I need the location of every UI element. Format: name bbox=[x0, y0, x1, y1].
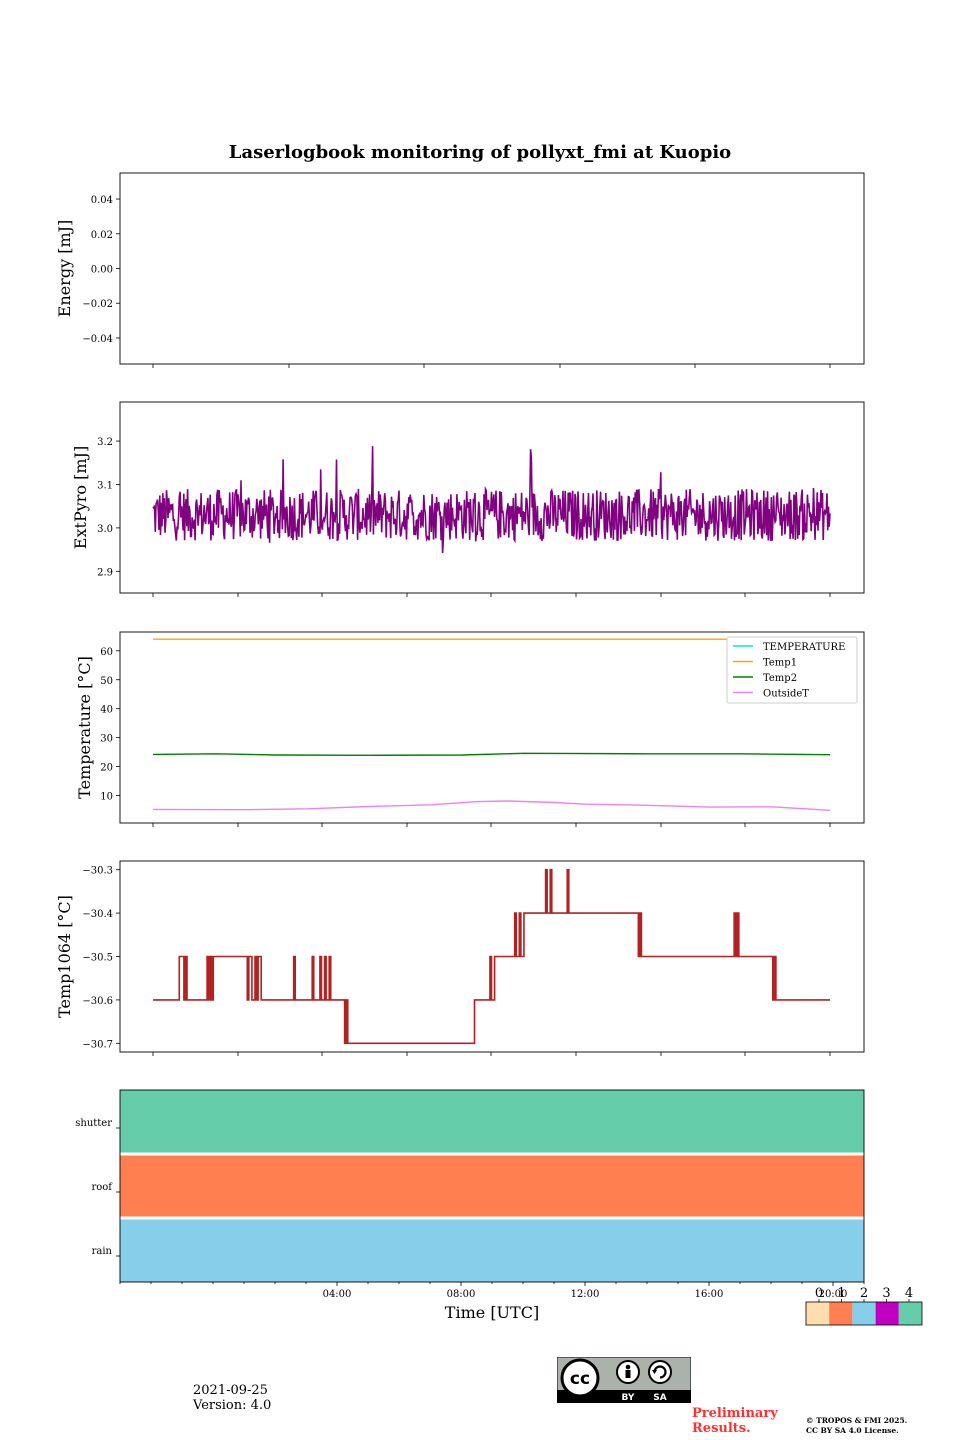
cc-icon-text: cc bbox=[570, 1369, 590, 1389]
x-tick-label: 16:00 bbox=[695, 1289, 724, 1300]
preliminary-label: Preliminary Results. bbox=[692, 1406, 778, 1436]
series-line-temp2 bbox=[152, 752, 831, 756]
plot-frame bbox=[119, 860, 865, 1053]
footer-version: Version: 4.0 bbox=[193, 1398, 272, 1413]
copyright-notice: © TROPOS & FMI 2025. CC BY SA 4.0 Licens… bbox=[806, 1416, 956, 1436]
legend-box bbox=[726, 636, 858, 704]
colorbar-swatch-4 bbox=[898, 1302, 922, 1325]
copyright-line-1: © TROPOS & FMI 2025. bbox=[806, 1416, 908, 1425]
x-axis-label: Time [UTC] bbox=[445, 1303, 539, 1322]
share-alike-icon bbox=[648, 1360, 672, 1384]
legend-label-temp2: Temp2 bbox=[763, 673, 797, 684]
y-tick-label: −30.6 bbox=[82, 996, 113, 1007]
legend: TEMPERATURE Temp1 Temp2 OutsideT bbox=[726, 636, 858, 704]
legend-label-temp1: Temp1 bbox=[763, 658, 797, 669]
y-tick-label: 40 bbox=[100, 705, 113, 716]
series-line-extpyro bbox=[152, 446, 831, 554]
y-tick-label: −0.04 bbox=[82, 334, 113, 345]
y-tick-label: 3.0 bbox=[97, 524, 113, 535]
y-tick-label: 0.04 bbox=[91, 195, 113, 206]
panel-temperature: 60 50 40 30 20 10 Temperature [°C] bbox=[75, 631, 865, 827]
y-axis-label: Temperature [°C] bbox=[75, 656, 94, 799]
status-row-label: shutter bbox=[75, 1118, 112, 1129]
colorbar-tick-label: 2 bbox=[860, 1286, 868, 1301]
panel-status: shutter roof rain 04:00 08:00 12:00 16:00 20:00… bbox=[75, 1089, 865, 1322]
y-axis-label: Temp1064 [°C] bbox=[55, 895, 74, 1018]
y-tick-label: 50 bbox=[100, 676, 113, 687]
y-tick-label: −30.5 bbox=[82, 953, 113, 964]
y-tick-label: −30.7 bbox=[82, 1039, 113, 1050]
legend-label-outsidet: OutsideT bbox=[763, 689, 809, 700]
x-tick-label: 12:00 bbox=[571, 1289, 600, 1300]
y-tick-label: 30 bbox=[100, 734, 113, 745]
y-tick-label: 0.00 bbox=[91, 265, 113, 276]
colorbar-tick-label: 4 bbox=[905, 1286, 913, 1301]
colorbar-tick-label: 1 bbox=[837, 1286, 845, 1301]
y-tick-label: −30.4 bbox=[82, 909, 113, 920]
footer-date: 2021-09-25 bbox=[193, 1383, 268, 1398]
x-tick-label: 08:00 bbox=[447, 1289, 476, 1300]
colorbar-swatch-0 bbox=[806, 1302, 830, 1325]
colorbar-swatch-3 bbox=[875, 1302, 899, 1325]
plot-frame bbox=[119, 401, 865, 594]
cc-license-badge[interactable]: cc BY SA bbox=[557, 1357, 691, 1403]
y-axis-label: Energy [mJ] bbox=[55, 220, 74, 318]
status-row-label: roof bbox=[91, 1182, 113, 1193]
plot-frame bbox=[119, 172, 865, 365]
x-tick-label: 20:00 bbox=[819, 1289, 848, 1300]
y-tick-label: −30.3 bbox=[82, 866, 113, 877]
status-row-roof bbox=[120, 1154, 864, 1218]
y-tick-label: 60 bbox=[100, 647, 113, 658]
panel-extpyro: 3.2 3.1 3.0 2.9 ExtPyro [mJ] bbox=[71, 401, 865, 597]
colorbar-swatch-2 bbox=[852, 1302, 876, 1325]
colorbar-tick-label: 0 bbox=[815, 1286, 823, 1301]
cc-icon bbox=[560, 1358, 600, 1398]
y-tick-label: 2.9 bbox=[97, 567, 113, 578]
y-tick-label: 3.1 bbox=[97, 480, 113, 491]
legend-label-temperature: TEMPERATURE bbox=[763, 642, 845, 653]
series-line-outsidet bbox=[152, 800, 831, 811]
colorbar-swatch-1 bbox=[829, 1302, 853, 1325]
x-tick-label: 04:00 bbox=[323, 1289, 352, 1300]
status-row-rain bbox=[120, 1218, 864, 1282]
plot-frame bbox=[119, 631, 865, 824]
series-line-temp1064 bbox=[153, 868, 830, 1045]
y-tick-label: 10 bbox=[100, 792, 113, 803]
panel-energy: 0.04 0.02 0.00 −0.02 −0.04 Energy [mJ] bbox=[55, 172, 865, 368]
y-axis-label: ExtPyro [mJ] bbox=[71, 446, 90, 549]
y-tick-label: −0.02 bbox=[82, 299, 113, 310]
y-tick-label: 3.2 bbox=[97, 437, 113, 448]
panel-temp1064: −30.3 −30.4 −30.5 −30.6 −30.7 Temp1064 [°C] bbox=[55, 860, 865, 1056]
y-tick-label: 0.02 bbox=[91, 230, 113, 241]
y-tick-label: 20 bbox=[100, 763, 113, 774]
status-row-shutter bbox=[120, 1090, 864, 1154]
colorbar-tick-label: 3 bbox=[882, 1286, 890, 1301]
figure-title: Laserlogbook monitoring of pollyxt_fmi a… bbox=[229, 142, 731, 163]
copyright-line-2: CC BY SA 4.0 License. bbox=[806, 1426, 899, 1435]
by-label: BY bbox=[622, 1393, 635, 1403]
status-row-label: rain bbox=[92, 1246, 113, 1257]
sa-label: SA bbox=[653, 1393, 666, 1403]
